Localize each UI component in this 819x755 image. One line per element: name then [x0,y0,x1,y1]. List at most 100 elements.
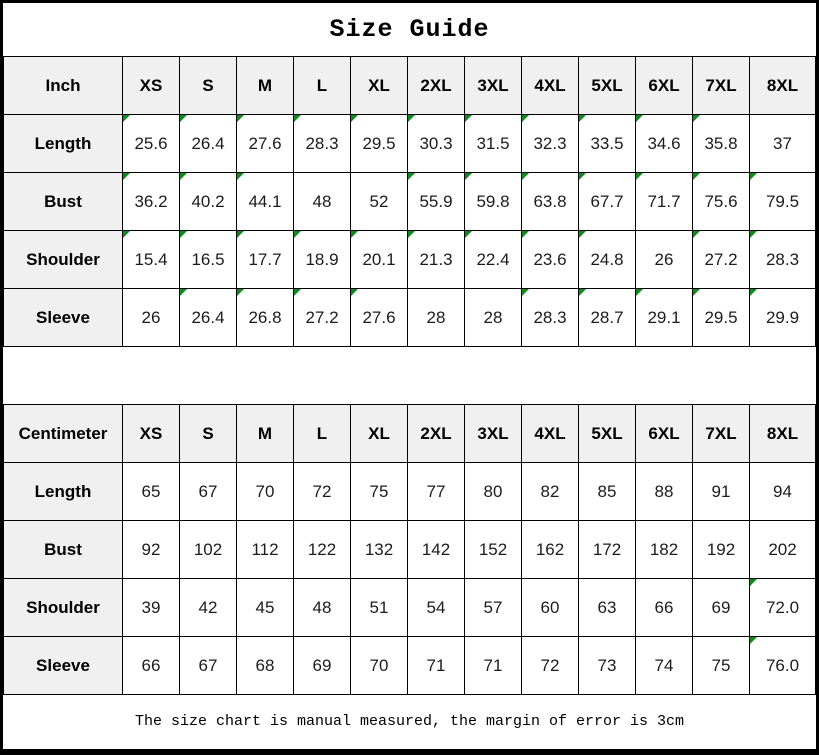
value-cell: 172 [578,520,636,579]
measurement-row: Length 25.6 26.4 27.6 28.3 29.5 30.3 31.5 32.3 33… [3,114,816,173]
value-cell: 35.8 [692,114,750,173]
value-cell: 57 [464,578,522,637]
value-cell: 27.2 [692,230,750,289]
value-cell: 76.0 [749,636,816,695]
measurement-row: Shoulder 15.4 16.5 17.7 18.9 20.1 21.3 22.4 23.6… [3,230,816,289]
measurement-row: Shoulder 39 42 45 48 51 54 57 60 63 66 69 72.0 [3,578,816,637]
size-header-cell: 2XL [407,404,465,463]
measurement-row: Sleeve 26 26.4 26.8 27.2 27.6 28 28 28.3 28.7 29.1… [3,288,816,347]
cell-corner-flag-icon [522,173,529,180]
value-cell: 80 [464,462,522,521]
cell-corner-flag-icon [522,231,529,238]
value-cell: 91 [692,462,750,521]
value-cell: 54 [407,578,465,637]
row-label-cell: Bust [3,172,123,231]
size-header-cell: M [236,56,294,115]
value-cell: 27.6 [350,288,408,347]
value-cell: 29.9 [749,288,816,347]
size-header-cell: S [179,404,237,463]
cell-corner-flag-icon [180,289,187,296]
value-cell: 132 [350,520,408,579]
row-label-cell: Shoulder [3,230,123,289]
value-cell: 28.3 [749,230,816,289]
value-cell: 79.5 [749,172,816,231]
value-cell: 71 [407,636,465,695]
value-cell: 55.9 [407,172,465,231]
value-cell: 48 [293,172,351,231]
page-title: Size Guide [329,15,490,44]
value-cell: 112 [236,520,294,579]
value-cell: 28 [407,288,465,347]
row-label-cell: Sleeve [3,636,123,695]
value-cell: 33.5 [578,114,636,173]
cell-corner-flag-icon [636,173,643,180]
value-cell: 66 [635,578,693,637]
value-cell: 192 [692,520,750,579]
value-cell: 42 [179,578,237,637]
value-cell: 70 [350,636,408,695]
value-cell: 68 [236,636,294,695]
value-cell: 21.3 [407,230,465,289]
value-cell: 67 [179,636,237,695]
cell-corner-flag-icon [465,115,472,122]
cell-corner-flag-icon [237,115,244,122]
inch-size-table: Inch XS S M L XL 2XL 3XL 4XL 5XL 6XL 7XL 8XL Length 25… [3,56,816,347]
cell-corner-flag-icon [579,115,586,122]
value-cell: 52 [350,172,408,231]
value-cell: 26 [635,230,693,289]
cell-corner-flag-icon [579,231,586,238]
size-header-cell: 5XL [578,404,636,463]
size-header-cell: 7XL [692,56,750,115]
cell-corner-flag-icon [750,289,757,296]
value-cell: 31.5 [464,114,522,173]
cell-corner-flag-icon [693,289,700,296]
value-cell: 71.7 [635,172,693,231]
value-cell: 75 [350,462,408,521]
value-cell: 18.9 [293,230,351,289]
row-label-cell: Sleeve [3,288,123,347]
value-cell: 28.3 [521,288,579,347]
row-label-cell: Length [3,462,123,521]
value-cell: 20.1 [350,230,408,289]
value-cell: 72 [293,462,351,521]
size-header-cell: 7XL [692,404,750,463]
cell-corner-flag-icon [465,173,472,180]
value-cell: 182 [635,520,693,579]
value-cell: 72.0 [749,578,816,637]
value-cell: 25.6 [122,114,180,173]
value-cell: 73 [578,636,636,695]
value-cell: 29.5 [692,288,750,347]
value-cell: 142 [407,520,465,579]
cell-corner-flag-icon [750,231,757,238]
cell-corner-flag-icon [180,231,187,238]
cell-corner-flag-icon [351,231,358,238]
row-label-cell: Length [3,114,123,173]
cell-corner-flag-icon [750,173,757,180]
cell-corner-flag-icon [294,231,301,238]
value-cell: 48 [293,578,351,637]
value-cell: 39 [122,578,180,637]
value-cell: 26.4 [179,114,237,173]
cell-corner-flag-icon [693,115,700,122]
cell-corner-flag-icon [408,173,415,180]
table-gap [3,347,816,404]
cell-corner-flag-icon [123,231,130,238]
value-cell: 51 [350,578,408,637]
value-cell: 26.8 [236,288,294,347]
value-cell: 32.3 [521,114,579,173]
cell-corner-flag-icon [180,115,187,122]
value-cell: 37 [749,114,816,173]
value-cell: 36.2 [122,172,180,231]
cell-corner-flag-icon [693,173,700,180]
cell-corner-flag-icon [180,173,187,180]
size-header-cell: M [236,404,294,463]
value-cell: 23.6 [521,230,579,289]
size-header-row: Inch XS S M L XL 2XL 3XL 4XL 5XL 6XL 7XL 8XL [3,56,816,115]
value-cell: 29.5 [350,114,408,173]
cell-corner-flag-icon [465,231,472,238]
value-cell: 122 [293,520,351,579]
cell-corner-flag-icon [579,289,586,296]
value-cell: 202 [749,520,816,579]
value-cell: 28.3 [293,114,351,173]
